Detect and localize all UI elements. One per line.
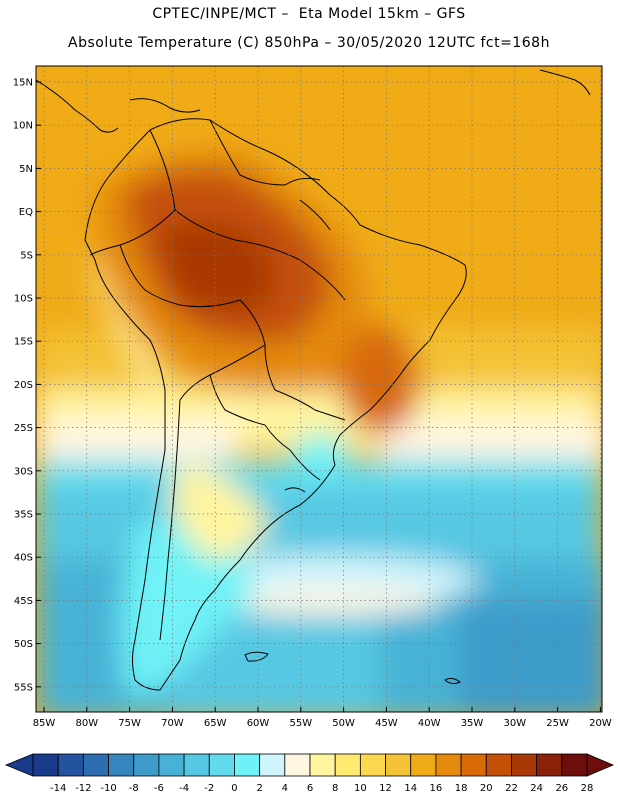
colorbar-label: 14: [404, 783, 417, 794]
colorbar: -14 -12 -10 -8 -6 -4 -2 0 2 4 6 8 10 12 14 16 18 20 22 24 26…: [4, 753, 615, 794]
lat-label: 40S: [14, 553, 33, 564]
colorbar-swatch: [536, 753, 563, 777]
lat-label: 10S: [14, 294, 33, 305]
colorbar-swatch: [57, 753, 84, 777]
colorbar-label: 22: [505, 783, 518, 794]
colorbar-swatch: [208, 753, 235, 777]
colorbar-label: -10: [100, 783, 116, 794]
colorbar-swatch: [309, 753, 336, 777]
lon-label: 20W: [589, 718, 612, 729]
lon-label: 80W: [75, 718, 98, 729]
lon-label: 75W: [118, 718, 141, 729]
colorbar-label: 8: [332, 783, 338, 794]
lat-label: 30S: [14, 466, 33, 477]
colorbar-label: 20: [480, 783, 493, 794]
lat-label: 5N: [19, 164, 33, 175]
lat-label: 5S: [20, 250, 33, 261]
colorbar-swatch: [259, 753, 286, 777]
colorbar-label: -14: [50, 783, 66, 794]
colorbar-swatch: [334, 753, 361, 777]
lat-label: 15N: [13, 78, 33, 89]
lat-label: 15S: [14, 337, 33, 348]
longitude-labels: 85W 80W 75W 70W 65W 60W 55W 50W 45W 40W 35W 30W 25W 2…: [33, 707, 612, 729]
colorbar-label: -4: [179, 783, 189, 794]
colorbar-label: 16: [430, 783, 443, 794]
colorbar-swatch: [108, 753, 135, 777]
latitude-labels: 15N 10N 5N EQ 5S 10S 15S 20S 25S 30S 35S 40S 45S 50S 5…: [13, 78, 41, 693]
colorbar-swatch: [158, 753, 185, 777]
colorbar-label: 26: [555, 783, 568, 794]
colorbar-swatch: [183, 753, 210, 777]
colorbar-swatch: [82, 753, 109, 777]
colorbar-swatch: [133, 753, 160, 777]
colorbar-label: 10: [354, 783, 367, 794]
map-frame: [35, 65, 603, 713]
chart-title-line2: Absolute Temperature (C) 850hPa – 30/05/…: [68, 35, 550, 51]
colorbar-label: 4: [282, 783, 288, 794]
colorbar-swatch: [460, 753, 487, 777]
lon-label: 85W: [33, 718, 56, 729]
lon-label: 65W: [204, 718, 227, 729]
lon-label: 50W: [332, 718, 355, 729]
colorbar-swatch: [511, 753, 538, 777]
colorbar-label: -2: [204, 783, 214, 794]
colorbar-swatch: [410, 753, 437, 777]
lat-label: 55S: [14, 682, 33, 693]
lat-label: 50S: [14, 639, 33, 650]
colorbar-swatch: [485, 753, 512, 777]
colorbar-label: 2: [256, 783, 262, 794]
country-borders: [36, 69, 591, 691]
colorbar-label: -12: [75, 783, 91, 794]
lon-label: 55W: [289, 718, 312, 729]
colorbar-swatch: [234, 753, 261, 777]
lat-label: 25S: [14, 423, 33, 434]
lon-label: 45W: [375, 718, 398, 729]
colorbar-label: 18: [455, 783, 468, 794]
colorbar-arrow-right: [586, 753, 615, 777]
colorbar-label: -8: [129, 783, 139, 794]
colorbar-label: -6: [154, 783, 164, 794]
colorbar-label: 12: [379, 783, 392, 794]
colorbar-label: 0: [231, 783, 237, 794]
chart-title-line1: CPTEC/INPE/MCT – Eta Model 15km – GFS: [152, 6, 466, 22]
colorbar-swatch: [32, 753, 59, 777]
colorbar-label: 28: [581, 783, 594, 794]
colorbar-label: 24: [530, 783, 543, 794]
lat-label: 35S: [14, 510, 33, 521]
lat-label: EQ: [19, 207, 33, 218]
temperature-field: [36, 66, 602, 712]
colorbar-swatch: [359, 753, 386, 777]
lat-label: 45S: [14, 596, 33, 607]
colorbar-swatch: [385, 753, 412, 777]
lon-label: 30W: [503, 718, 526, 729]
lon-label: 40W: [418, 718, 441, 729]
lon-label: 25W: [546, 718, 569, 729]
colorbar-swatch: [561, 753, 588, 777]
lon-label: 60W: [247, 718, 270, 729]
colorbar-label: 6: [307, 783, 313, 794]
lat-label: 20S: [14, 380, 33, 391]
colorbar-swatch: [284, 753, 311, 777]
colorbar-swatch: [435, 753, 462, 777]
lon-label: 70W: [161, 718, 184, 729]
colorbar-arrow-left: [4, 753, 34, 777]
lat-label: 10N: [13, 121, 33, 132]
lon-label: 35W: [461, 718, 484, 729]
